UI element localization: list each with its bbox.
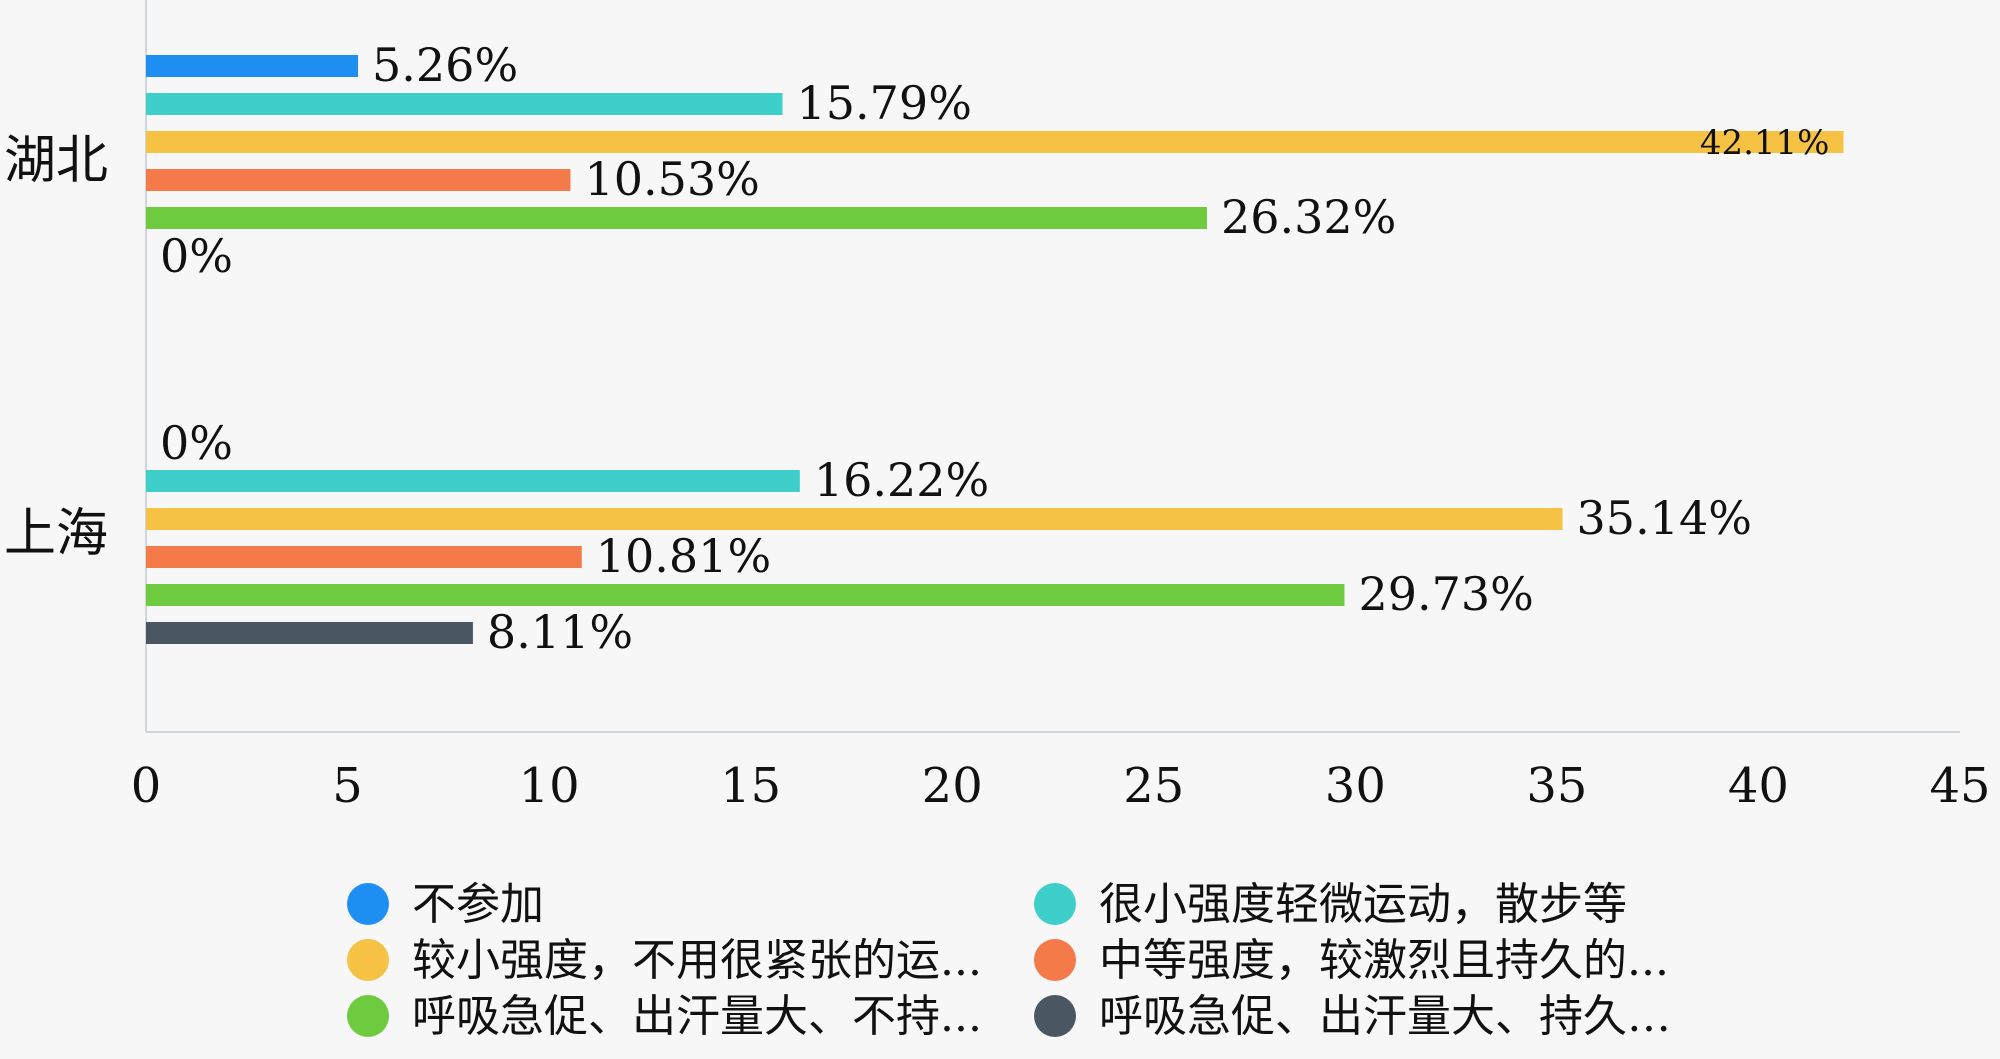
legend-label: 较小强度，不用很紧张的运... [412, 935, 982, 986]
legend-item: 呼吸急促、出汗量大、不持... [347, 991, 982, 1042]
x-tick-labels: 0 5 10 15 20 25 30 35 40 45 [131, 758, 1991, 814]
data-labels: 5.26% 15.79% 42.11% 10.53% 26.32% 0% 0% 16.22% 3… [160, 38, 1830, 659]
x-tick-label: 20 [922, 758, 983, 814]
legend-item: 不参加 [347, 879, 544, 930]
data-label: 10.53% [584, 152, 759, 206]
legend-label: 呼吸急促、出汗量大、不持... [412, 991, 982, 1042]
data-label: 8.11% [487, 605, 633, 659]
legend-label: 中等强度，较激烈且持久的... [1099, 935, 1669, 986]
legend-swatch [1034, 995, 1076, 1037]
bar [146, 131, 1844, 153]
legend-swatch [347, 883, 389, 925]
data-label: 0% [160, 229, 233, 283]
category-label: 上海 [4, 504, 108, 564]
bar [146, 169, 571, 191]
data-label: 16.22% [814, 453, 989, 507]
axes [145, 0, 1960, 733]
legend-swatch [347, 995, 389, 1037]
x-tick-label: 45 [1929, 758, 1990, 814]
bar [146, 55, 359, 77]
x-tick-label: 25 [1123, 758, 1184, 814]
legend-swatch [1034, 939, 1076, 981]
data-label: 42.11% [1700, 123, 1830, 163]
legend-label: 呼吸急促、出汗量大、持久… [1099, 991, 1671, 1042]
data-label: 29.73% [1358, 567, 1533, 621]
x-tick-label: 15 [720, 758, 781, 814]
legend-item: 中等强度，较激烈且持久的... [1034, 935, 1669, 986]
bar [146, 622, 473, 644]
bar [146, 470, 800, 492]
x-tick-label: 35 [1526, 758, 1587, 814]
legend-swatch [347, 939, 389, 981]
bar [146, 546, 582, 568]
bars [146, 55, 1844, 644]
category-label: 湖北 [4, 131, 108, 191]
bar [146, 584, 1345, 606]
legend-label: 很小强度轻微运动，散步等 [1099, 879, 1627, 930]
bar [146, 207, 1207, 229]
data-label: 0% [160, 416, 233, 470]
data-label: 5.26% [372, 38, 518, 92]
legend-item: 呼吸急促、出汗量大、持久… [1034, 991, 1671, 1042]
legend-item: 较小强度，不用很紧张的运... [347, 935, 982, 986]
legend-swatch [1034, 883, 1076, 925]
legend-label: 不参加 [412, 879, 544, 930]
data-label: 15.79% [797, 76, 972, 130]
data-label: 26.32% [1221, 190, 1396, 244]
bar [146, 508, 1563, 530]
data-label: 10.81% [596, 529, 771, 583]
x-tick-label: 30 [1325, 758, 1386, 814]
x-tick-label: 40 [1728, 758, 1789, 814]
legend-item: 很小强度轻微运动，散步等 [1034, 879, 1627, 930]
bar [146, 93, 783, 115]
x-tick-label: 5 [332, 758, 363, 814]
data-label: 35.14% [1577, 491, 1752, 545]
x-tick-label: 0 [131, 758, 162, 814]
x-tick-label: 10 [519, 758, 580, 814]
